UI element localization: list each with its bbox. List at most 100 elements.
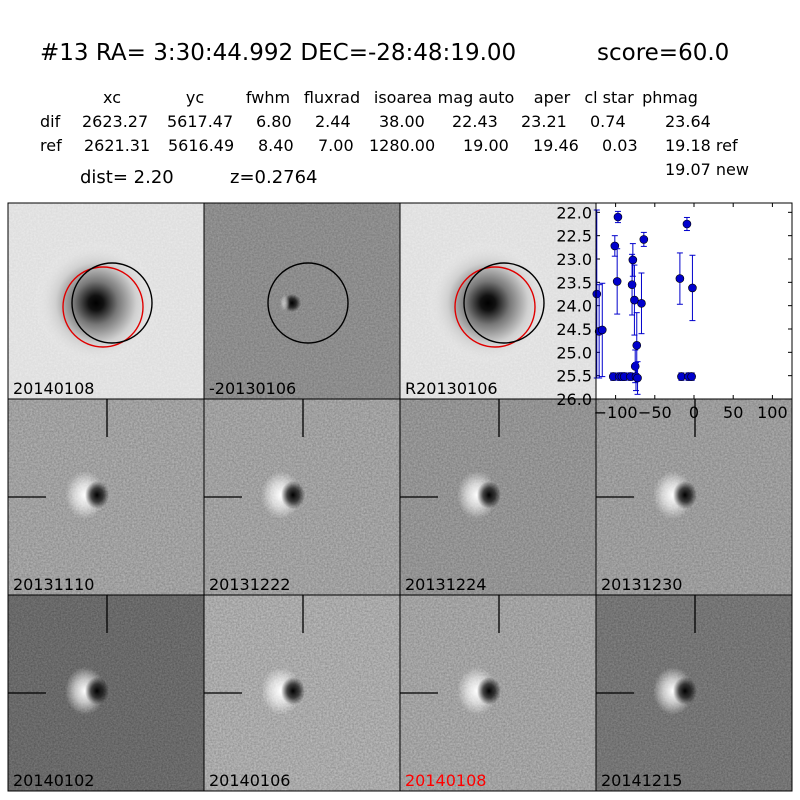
col-header-mag-auto: mag auto [437, 88, 515, 107]
residual-dark [281, 481, 305, 509]
marker [688, 283, 697, 293]
dif-yc: 5617.47 [167, 112, 234, 131]
dif-mag-auto: 22.43 [452, 112, 498, 131]
data-point-21 [675, 252, 685, 305]
y-tick-label: 22.0 [556, 203, 592, 222]
data-point-25 [687, 372, 696, 381]
stamp-date-label: R20130106 [405, 379, 498, 398]
stamp-date-label: 20140106 [209, 771, 290, 790]
marker [630, 295, 639, 305]
ref-xc: 2621.31 [84, 136, 151, 155]
marker [610, 241, 620, 251]
dif-isoarea: 38.00 [379, 112, 425, 131]
ref-fluxrad: 7.00 [318, 136, 354, 155]
black-aperture-circle [71, 262, 153, 344]
col-header-xc: xc [103, 88, 121, 107]
ref-isoarea: 1280.00 [369, 136, 436, 155]
ref-phmag: 19.18 ref [665, 136, 738, 155]
y-tick-label: 22.5 [556, 227, 592, 246]
y-tick-label: 23.5 [556, 273, 592, 292]
residual-dark [477, 481, 501, 509]
dif-xc: 2623.27 [82, 112, 149, 131]
data-point-20 [639, 231, 649, 247]
data-point-14 [630, 264, 639, 336]
stamp-date-label: -20130106 [209, 379, 296, 398]
dif-phmag: 23.64 [665, 112, 711, 131]
row-label-dif: dif [40, 112, 61, 131]
chart-frame [595, 202, 793, 400]
black-aperture-circle [463, 262, 545, 344]
dist-text: dist= 2.20 [80, 167, 174, 188]
marker [613, 212, 623, 222]
stamp-2: -20130106 [203, 202, 401, 400]
residual-dark [85, 677, 109, 705]
data-point-19 [637, 272, 646, 335]
y-tick-label: 25.5 [556, 367, 592, 386]
red-aperture-circle [62, 266, 144, 348]
stamp-date-label: 20131110 [13, 575, 94, 594]
y-tick-label: 23.0 [556, 250, 592, 269]
marker [639, 235, 649, 244]
residual-dark [673, 481, 697, 509]
marker [687, 372, 696, 381]
row-label-ref: ref [40, 136, 62, 155]
stamp-4: 20131110 [7, 398, 205, 596]
y-tick-label: 25.0 [556, 343, 592, 362]
data-point-13 [628, 243, 638, 277]
stamp-date-label: 20131230 [601, 575, 682, 594]
col-header-yc: yc [185, 88, 205, 107]
page-title: #13 RA= 3:30:44.992 DEC=-28:48:19.00 sco… [40, 40, 729, 66]
stamp-8: 20140102 [7, 594, 205, 792]
ref-aper: 19.46 [533, 136, 579, 155]
stamp-date-label: 20140108 [405, 771, 486, 790]
stamp-5: 20131222 [203, 398, 401, 596]
galaxy-blob [426, 241, 550, 365]
residual-dark [673, 677, 697, 705]
col-header-isoarea: isoarea [373, 88, 433, 107]
marker [597, 325, 607, 335]
x-tick-label: −100 [594, 403, 638, 422]
marker [612, 277, 622, 286]
black-aperture-circle [267, 262, 349, 344]
title-coordinates: #13 RA= 3:30:44.992 DEC=-28:48:19.00 [40, 40, 517, 66]
data-point-10 [619, 372, 629, 381]
chart-background [596, 203, 792, 399]
stamp-3: R20130106 [399, 202, 597, 400]
x-tick-label: 50 [723, 403, 743, 422]
stamp-date-label: 20131222 [209, 575, 290, 594]
stamp-7: 20131230 [595, 398, 793, 596]
col-header-fwhm: fwhm [245, 88, 291, 107]
col-header-phmag: phmag [642, 88, 698, 107]
marker [675, 274, 685, 283]
stamp-frame [595, 594, 793, 792]
marker [633, 373, 642, 383]
stamp-1: 20140108 [7, 202, 205, 400]
ref-fwhm: 8.40 [258, 136, 294, 155]
dif-aper: 23.21 [521, 112, 567, 131]
stamp-date-label: 20140108 [13, 379, 94, 398]
ref-cl-star: 0.03 [602, 136, 638, 155]
data-point-18 [633, 361, 642, 395]
ref-mag-auto: 19.00 [463, 136, 509, 155]
marker [682, 219, 692, 229]
stamp-9: 20140106 [203, 594, 401, 792]
dif-cl-star: 0.74 [590, 112, 626, 131]
residual-dark [281, 677, 305, 705]
data-point-5 [610, 235, 620, 257]
data-point-7 [613, 210, 623, 224]
y-tick-label: 26.0 [556, 390, 592, 409]
stamp-date-label: 20140102 [13, 771, 94, 790]
redshift-text: z=0.2764 [230, 167, 318, 188]
dif-fluxrad: 2.44 [315, 112, 351, 131]
x-tick-label: −50 [638, 403, 672, 422]
x-tick-label: 100 [757, 403, 788, 422]
y-tick-label: 24.5 [556, 320, 592, 339]
stamp-6: 20131224 [399, 398, 597, 596]
data-point-22 [677, 372, 686, 381]
stamp-date-label: 20131224 [405, 575, 486, 594]
residual-dark [477, 677, 501, 705]
marker [628, 255, 638, 265]
stamp-11: 20141215 [595, 594, 793, 792]
new-phmag: 19.07 new [665, 160, 749, 179]
data-point-3 [597, 282, 607, 378]
